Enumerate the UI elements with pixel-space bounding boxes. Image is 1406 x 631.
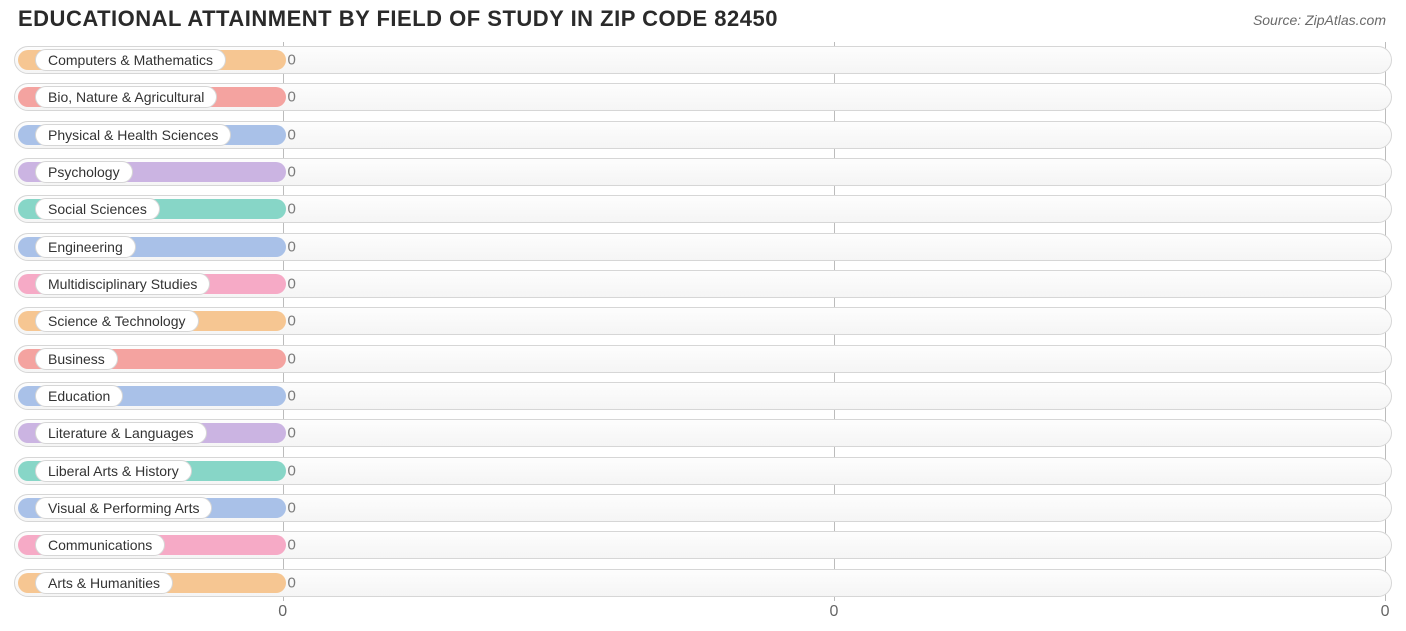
bar-row: Multidisciplinary Studies 0 xyxy=(14,270,1392,298)
x-tick-label: 0 xyxy=(1381,603,1390,621)
bar-row: Visual & Performing Arts 0 xyxy=(14,494,1392,522)
category-label: Business xyxy=(35,348,118,370)
bar-row: Science & Technology 0 xyxy=(14,307,1392,335)
category-label: Education xyxy=(35,385,123,407)
value-label: 0 xyxy=(287,201,295,218)
bar-row: Arts & Humanities 0 xyxy=(14,569,1392,597)
x-tick-label: 0 xyxy=(829,603,838,621)
value-label: 0 xyxy=(287,164,295,181)
bar-row: Psychology 0 xyxy=(14,158,1392,186)
category-label: Science & Technology xyxy=(35,310,199,332)
category-label: Communications xyxy=(35,534,165,556)
bar-row: Engineering 0 xyxy=(14,233,1392,261)
chart-title: EDUCATIONAL ATTAINMENT BY FIELD OF STUDY… xyxy=(18,6,778,32)
value-label: 0 xyxy=(287,500,295,517)
bar-row: Computers & Mathematics 0 xyxy=(14,46,1392,74)
value-label: 0 xyxy=(287,126,295,143)
category-label: Liberal Arts & History xyxy=(35,460,192,482)
x-axis: 0 0 0 xyxy=(14,603,1392,625)
value-label: 0 xyxy=(287,574,295,591)
value-label: 0 xyxy=(287,537,295,554)
bar-row: Physical & Health Sciences 0 xyxy=(14,121,1392,149)
value-label: 0 xyxy=(287,52,295,69)
value-label: 0 xyxy=(287,313,295,330)
value-label: 0 xyxy=(287,388,295,405)
value-label: 0 xyxy=(287,350,295,367)
value-label: 0 xyxy=(287,462,295,479)
category-label: Engineering xyxy=(35,236,136,258)
chart-area: Computers & Mathematics0Bio, Nature & Ag… xyxy=(14,46,1392,597)
category-label: Visual & Performing Arts xyxy=(35,497,212,519)
category-label: Literature & Languages xyxy=(35,422,207,444)
value-label: 0 xyxy=(287,276,295,293)
bar-row: Education 0 xyxy=(14,382,1392,410)
bar-rows: Computers & Mathematics0Bio, Nature & Ag… xyxy=(14,46,1392,597)
bar-row: Liberal Arts & History 0 xyxy=(14,457,1392,485)
bar-row: Literature & Languages 0 xyxy=(14,419,1392,447)
bar-row: Communications 0 xyxy=(14,531,1392,559)
header: EDUCATIONAL ATTAINMENT BY FIELD OF STUDY… xyxy=(0,0,1406,36)
category-label: Psychology xyxy=(35,161,133,183)
x-tick-label: 0 xyxy=(278,603,287,621)
category-label: Social Sciences xyxy=(35,198,160,220)
category-label: Multidisciplinary Studies xyxy=(35,273,210,295)
category-label: Bio, Nature & Agricultural xyxy=(35,86,217,108)
value-label: 0 xyxy=(287,238,295,255)
bar-row: Business 0 xyxy=(14,345,1392,373)
bar-row: Social Sciences 0 xyxy=(14,195,1392,223)
source-attribution: Source: ZipAtlas.com xyxy=(1253,6,1386,28)
value-label: 0 xyxy=(287,89,295,106)
category-label: Computers & Mathematics xyxy=(35,49,226,71)
category-label: Physical & Health Sciences xyxy=(35,124,231,146)
bar-row: Bio, Nature & Agricultural 0 xyxy=(14,83,1392,111)
category-label: Arts & Humanities xyxy=(35,572,173,594)
value-label: 0 xyxy=(287,425,295,442)
